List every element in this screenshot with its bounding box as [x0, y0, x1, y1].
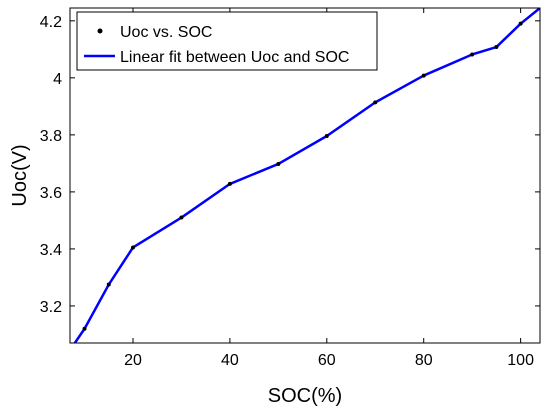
plot-frame: [69, 7, 541, 344]
x-tick-label: 40: [221, 352, 239, 369]
data-point: [518, 21, 523, 26]
x-tick-label: 60: [318, 352, 336, 369]
y-tick-label: 4.2: [40, 14, 62, 31]
data-point: [276, 161, 281, 166]
data-point: [227, 181, 232, 186]
data-point: [470, 52, 475, 57]
legend-label-markers: Uoc vs. SOC: [120, 24, 212, 41]
legend-box: [76, 11, 378, 71]
y-tick-label: 3.2: [40, 299, 62, 316]
data-point: [324, 134, 329, 139]
series-layer: [73, 8, 540, 343]
data-point: [106, 282, 111, 287]
y-tick-label: 3.6: [40, 185, 62, 202]
legend-label-line: Linear fit between Uoc and SOC: [120, 49, 349, 66]
data-point: [130, 245, 135, 250]
legend: Uoc vs. SOC Linear fit between Uoc and S…: [76, 11, 378, 71]
x-tick-label: 100: [507, 352, 534, 369]
data-point: [494, 45, 499, 50]
x-axis-label: SOC(%): [268, 385, 342, 407]
fit-line: [73, 8, 540, 343]
y-axis-label: Uoc(V): [9, 144, 31, 206]
data-point: [82, 326, 87, 331]
y-tick-label: 3.8: [40, 128, 62, 145]
data-point: [421, 73, 426, 78]
y-tick-label: 4: [53, 71, 62, 88]
data-point: [179, 215, 184, 220]
x-tick-label: 20: [124, 352, 142, 369]
x-tick-label: 80: [415, 352, 433, 369]
ticks-layer: 20 40 60 80 100 3.2 3.4 3.6 3.8 4 4.2: [40, 8, 540, 369]
data-point: [373, 100, 378, 105]
legend-marker-icon: [97, 28, 103, 34]
y-tick-label: 3.4: [40, 242, 62, 259]
